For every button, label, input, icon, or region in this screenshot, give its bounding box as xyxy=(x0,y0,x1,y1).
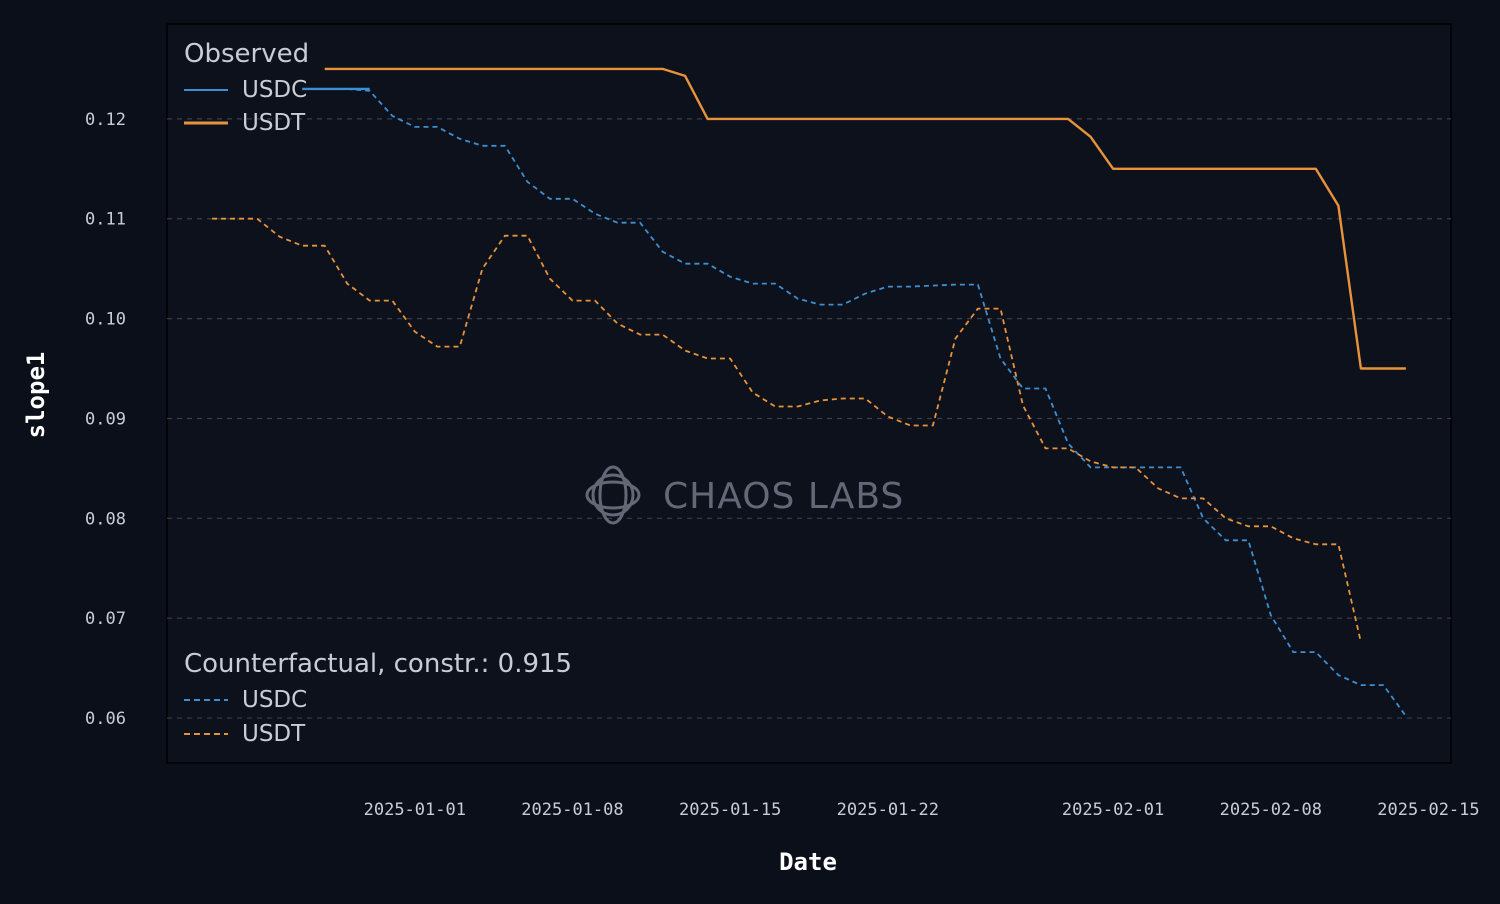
legend-label-counterfactual-usdt: USDT xyxy=(242,721,306,747)
x-axis: 2025-01-01 2025-01-08 2025-01-15 2025-01-22… xyxy=(364,800,1480,820)
grid xyxy=(167,118,1451,719)
x-tick-label: 2025-01-01 xyxy=(364,800,466,820)
x-tick-label: 2025-02-01 xyxy=(1062,800,1164,820)
x-tick-label: 2025-02-08 xyxy=(1220,800,1322,820)
x-tick-label: 2025-01-15 xyxy=(679,800,781,820)
series-line-observed-usdt xyxy=(324,67,1406,370)
y-tick-label: 0.07 xyxy=(85,609,126,629)
legend-label-observed-usdc: USDC xyxy=(242,77,307,103)
series xyxy=(212,67,1407,717)
legend-label-counterfactual-usdc: USDC xyxy=(242,687,307,713)
legend-title: Observed xyxy=(184,39,309,69)
y-tick-label: 0.10 xyxy=(85,310,126,330)
y-axis: 0.06 0.07 0.08 0.09 0.10 0.11 0.12 xyxy=(85,110,126,729)
y-tick-label: 0.08 xyxy=(85,509,126,529)
watermark-text: CHAOS LABS xyxy=(663,476,904,517)
y-tick-label: 0.12 xyxy=(85,110,126,130)
legend-label-observed-usdt: USDT xyxy=(242,110,306,136)
y-tick-label: 0.11 xyxy=(85,210,126,230)
legend-observed: Observed USDC USDT xyxy=(184,39,309,136)
legend-title: Counterfactual, constr.: 0.915 xyxy=(184,649,572,679)
x-axis-title: Date xyxy=(779,848,837,876)
plot-area xyxy=(166,23,1452,764)
legend-counterfactual: Counterfactual, constr.: 0.915 USDC USDT xyxy=(184,649,572,747)
watermark: CHAOS LABS xyxy=(585,465,904,525)
x-tick-label: 2025-02-15 xyxy=(1377,800,1479,820)
x-tick-label: 2025-01-08 xyxy=(521,800,623,820)
chaos-labs-logo-icon xyxy=(585,465,641,525)
series-line-counterfactual-usdt xyxy=(212,217,1362,643)
x-tick-label: 2025-01-22 xyxy=(837,800,939,820)
y-tick-label: 0.09 xyxy=(85,409,126,429)
series-line-counterfactual-usdc xyxy=(347,88,1407,717)
y-tick-label: 0.06 xyxy=(85,709,126,729)
y-axis-title: slope1 xyxy=(22,352,50,439)
